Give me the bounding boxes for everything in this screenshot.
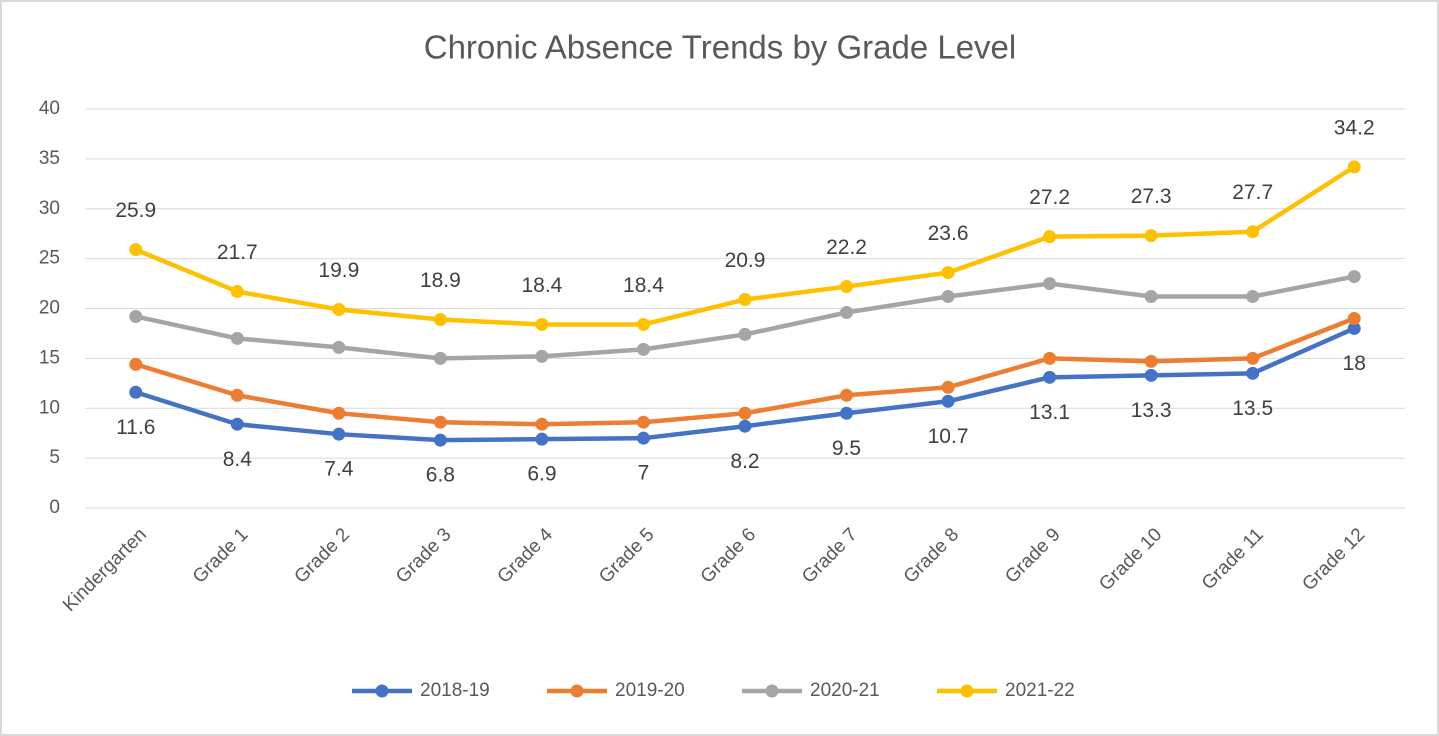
data-label: 18.4 [521,274,562,297]
point [738,327,752,341]
legend-marker [960,684,974,698]
point [1043,351,1057,365]
point [129,357,143,371]
point [941,380,955,394]
point [535,349,549,363]
point [332,406,346,420]
point [840,305,854,319]
point [1246,366,1260,380]
point [129,309,143,323]
point [738,406,752,420]
point [636,317,650,331]
point [941,290,955,304]
y-tick-label: 15 [39,347,60,368]
point [1144,368,1158,382]
point [535,317,549,331]
point [129,385,143,399]
y-tick-label: 10 [39,397,60,418]
data-label: 18.9 [420,269,461,292]
point [433,415,447,429]
data-label: 8.4 [223,448,253,471]
data-label: 7 [638,462,650,485]
data-label: 6.8 [426,464,455,487]
point [840,406,854,420]
legend-label: 2019-20 [615,680,685,701]
y-tick-label: 0 [49,497,60,518]
point [230,331,244,345]
point [738,293,752,307]
legend-marker [765,684,779,698]
chart-title: Chronic Absence Trends by Grade Level [424,29,1017,66]
point [1043,230,1057,244]
point [433,312,447,326]
data-label: 20.9 [725,249,766,272]
point [840,388,854,402]
y-tick-label: 20 [39,298,60,319]
data-label: 10.7 [928,425,969,448]
point [230,388,244,402]
y-tick-label: 30 [39,198,60,219]
data-label: 23.6 [928,222,969,245]
point [1144,354,1158,368]
data-label: 22.2 [826,236,867,259]
data-label: 21.7 [217,241,258,264]
data-label: 18.4 [623,274,664,297]
point [1144,290,1158,304]
point [1144,229,1158,243]
point [1347,270,1361,284]
point [1347,321,1361,335]
data-label: 18 [1343,352,1366,375]
point [129,243,143,257]
point [535,432,549,446]
point [941,266,955,280]
point [332,302,346,316]
point [636,342,650,356]
point [1043,370,1057,384]
point [1043,277,1057,291]
data-label: 11.6 [116,416,155,439]
point [230,417,244,431]
data-label: 13.3 [1131,399,1172,422]
point [535,417,549,431]
data-label: 8.2 [730,450,759,473]
legend-marker [375,684,389,698]
y-tick-label: 35 [39,148,60,169]
point [840,280,854,294]
point [332,340,346,354]
data-label: 34.2 [1334,116,1375,139]
legend-label: 2018-19 [420,680,490,701]
data-label: 27.3 [1131,185,1172,208]
y-tick-label: 5 [49,447,60,468]
legend-label: 2020-21 [810,680,880,701]
point [433,351,447,365]
point [1246,351,1260,365]
legend-label: 2021-22 [1005,680,1075,701]
data-label: 13.5 [1232,397,1273,420]
point [941,394,955,408]
point [230,285,244,299]
data-label: 7.4 [324,458,354,481]
point [636,415,650,429]
legend-marker [570,684,584,698]
data-label: 25.9 [115,199,156,222]
data-label: 13.1 [1029,401,1070,424]
data-label: 9.5 [832,437,861,460]
point [332,427,346,441]
point [738,419,752,433]
point [1347,160,1361,174]
point [433,433,447,447]
data-label: 27.2 [1029,186,1070,209]
point [1246,225,1260,239]
point [1347,311,1361,325]
data-label: 27.7 [1232,181,1273,204]
data-label: 6.9 [527,463,556,486]
y-tick-label: 25 [39,248,60,269]
point [636,431,650,445]
point [1246,290,1260,304]
data-label: 19.9 [318,259,359,282]
y-tick-label: 40 [39,98,60,119]
